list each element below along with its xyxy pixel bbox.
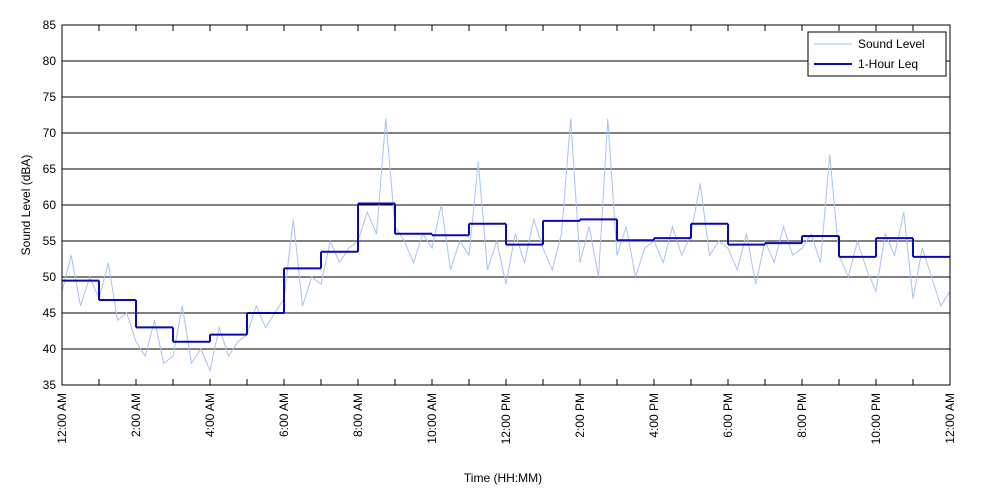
y-tick-label: 65 [43,162,57,176]
x-tick-label: 8:00 PM [795,393,809,438]
legend-label: Sound Level [858,37,925,51]
x-axis-label: Time (HH:MM) [464,471,542,485]
x-tick-label: 6:00 AM [277,393,291,437]
x-tick-label: 4:00 AM [203,393,217,437]
y-tick-label: 75 [43,90,57,104]
legend-box [807,31,947,77]
x-tick-label: 2:00 AM [129,393,143,437]
x-tick-label: 4:00 PM [647,393,661,438]
x-tick-label: 12:00 AM [55,393,69,444]
plot-frame [61,24,951,386]
legend-label: 1-Hour Leq [858,57,918,71]
x-tick-label: 12:00 PM [499,393,513,444]
y-tick-label: 60 [43,198,57,212]
x-tick-label: 10:00 PM [869,393,883,444]
x-tick-label: 10:00 AM [425,393,439,444]
x-tick-label: 12:00 AM [943,393,957,444]
y-tick-label: 55 [43,234,57,248]
y-tick-label: 85 [43,18,57,32]
y-tick-label: 50 [43,270,57,284]
x-tick-label: 2:00 PM [573,393,587,438]
y-tick-label: 40 [43,342,57,356]
x-tick-label: 8:00 AM [351,393,365,437]
y-axis-label: Sound Level (dBA) [19,155,33,256]
y-tick-label: 45 [43,306,57,320]
y-tick-label: 70 [43,126,57,140]
sound-level-line [61,118,951,373]
x-tick-label: 6:00 PM [721,393,735,438]
y-tick-label: 80 [43,54,57,68]
y-tick-label: 35 [43,378,57,392]
